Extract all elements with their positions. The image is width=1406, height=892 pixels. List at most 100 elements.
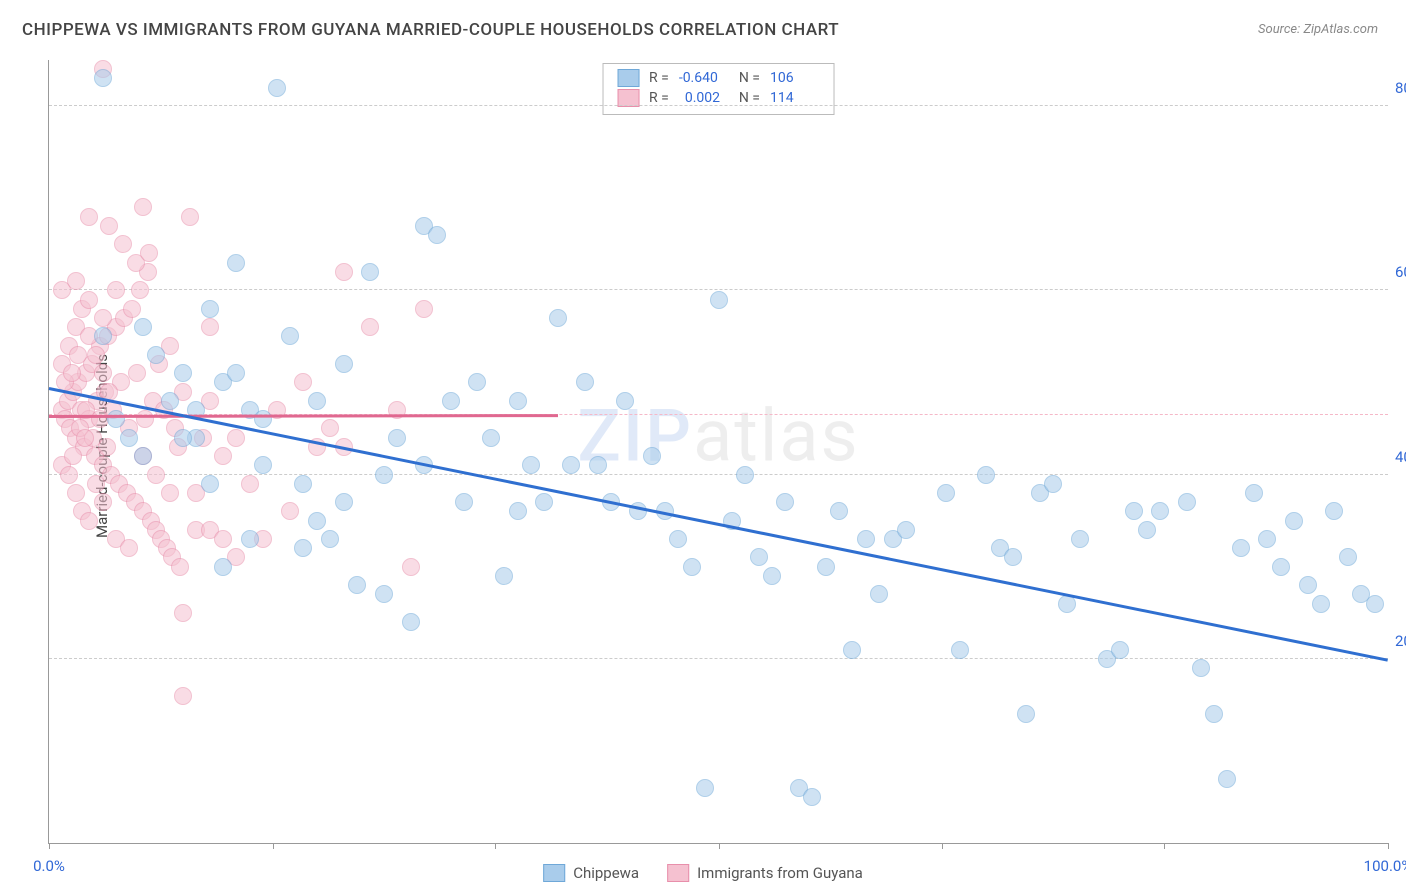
scatter-point — [63, 364, 81, 382]
scatter-point — [495, 567, 513, 585]
scatter-point — [294, 539, 312, 557]
scatter-point — [1285, 512, 1303, 530]
legend-item-series2: Immigrants from Guyana — [667, 864, 863, 882]
scatter-point — [227, 364, 245, 382]
scatter-point — [428, 226, 446, 244]
x-tick-mark — [49, 843, 50, 849]
x-tick-label: 0.0% — [33, 857, 65, 875]
scatter-point — [468, 373, 486, 391]
scatter-point — [128, 364, 146, 382]
scatter-point — [114, 235, 132, 253]
scatter-point — [669, 530, 687, 548]
scatter-point — [201, 300, 219, 318]
x-tick-mark — [942, 843, 943, 849]
scatter-point — [776, 493, 794, 511]
legend-item-series1: Chippewa — [543, 864, 639, 882]
scatter-point — [1205, 705, 1223, 723]
scatter-point — [161, 392, 179, 410]
scatter-point — [107, 410, 125, 428]
scatter-point — [76, 429, 94, 447]
legend-swatch-series1 — [543, 864, 565, 882]
scatter-point — [67, 272, 85, 290]
scatter-point — [136, 410, 154, 428]
scatter-point — [281, 502, 299, 520]
scatter-point — [509, 392, 527, 410]
scatter-point — [402, 558, 420, 576]
scatter-point — [710, 291, 728, 309]
source-prefix: Source: — [1258, 22, 1303, 37]
scatter-point — [817, 558, 835, 576]
scatter-point — [94, 364, 112, 382]
scatter-point — [174, 364, 192, 382]
n-value-series2: 114 — [770, 90, 820, 106]
scatter-point — [80, 208, 98, 226]
scatter-point — [1111, 641, 1129, 659]
scatter-point — [509, 502, 527, 520]
chart-title: CHIPPEWA VS IMMIGRANTS FROM GUYANA MARRI… — [22, 20, 839, 40]
scatter-point — [174, 687, 192, 705]
scatter-point — [161, 484, 179, 502]
scatter-point — [214, 447, 232, 465]
scatter-point — [227, 429, 245, 447]
correlation-stats-box: R = -0.640 N = 106 R = 0.002 N = 114 — [602, 63, 835, 115]
trend-line — [49, 387, 1388, 661]
scatter-point — [535, 493, 553, 511]
r-value-series1: -0.640 — [679, 70, 729, 86]
scatter-point — [937, 484, 955, 502]
x-tick-label: 100.0% — [1364, 857, 1406, 875]
scatter-point — [321, 530, 339, 548]
legend-label-series1: Chippewa — [573, 864, 639, 882]
scatter-point — [375, 585, 393, 603]
scatter-point — [348, 576, 366, 594]
scatter-point — [736, 466, 754, 484]
scatter-point — [94, 309, 112, 327]
scatter-point — [442, 392, 460, 410]
scatter-point — [94, 69, 112, 87]
scatter-point — [201, 475, 219, 493]
scatter-point — [1258, 530, 1276, 548]
scatter-point — [1325, 502, 1343, 520]
scatter-point — [977, 466, 995, 484]
scatter-point — [589, 456, 607, 474]
scatter-point — [174, 604, 192, 622]
scatter-point — [107, 281, 125, 299]
x-tick-mark — [1164, 843, 1165, 849]
legend-label-series2: Immigrants from Guyana — [697, 864, 863, 882]
scatter-point — [1044, 475, 1062, 493]
scatter-point — [1218, 770, 1236, 788]
scatter-point — [64, 447, 82, 465]
scatter-point — [361, 318, 379, 336]
scatter-point — [402, 613, 420, 631]
x-tick-mark — [1388, 843, 1389, 849]
x-tick-mark — [719, 843, 720, 849]
gridline-h — [49, 658, 1388, 659]
scatter-point — [1138, 521, 1156, 539]
scatter-point — [308, 392, 326, 410]
stats-row-series1: R = -0.640 N = 106 — [617, 68, 820, 88]
y-tick-label: 40.0% — [1395, 448, 1406, 466]
scatter-point — [870, 585, 888, 603]
scatter-point — [482, 429, 500, 447]
y-tick-label: 20.0% — [1395, 632, 1406, 650]
legend-swatch-series2 — [667, 864, 689, 882]
scatter-point — [455, 493, 473, 511]
scatter-point — [843, 641, 861, 659]
scatter-point — [1339, 548, 1357, 566]
gridline-h — [49, 105, 1388, 106]
scatter-point — [98, 438, 116, 456]
scatter-point — [335, 263, 353, 281]
scatter-point — [147, 346, 165, 364]
scatter-point — [576, 373, 594, 391]
n-label: N = — [739, 90, 760, 106]
scatter-point — [643, 447, 661, 465]
scatter-point — [335, 355, 353, 373]
scatter-point — [388, 429, 406, 447]
scatter-point — [100, 217, 118, 235]
scatter-point — [321, 419, 339, 437]
scatter-point — [1312, 595, 1330, 613]
scatter-point — [1232, 539, 1250, 557]
scatter-point — [214, 530, 232, 548]
scatter-point — [140, 244, 158, 262]
scatter-point — [1299, 576, 1317, 594]
scatter-point — [241, 530, 259, 548]
